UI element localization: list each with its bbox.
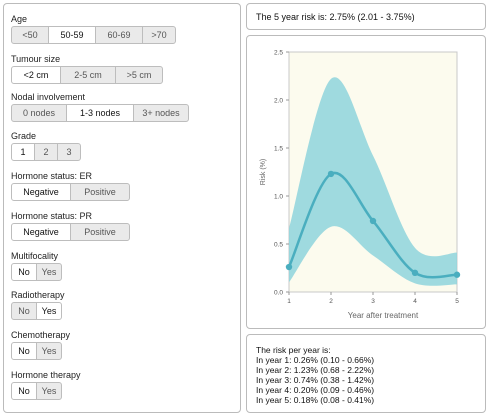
y-tick-label: 2.0	[274, 98, 283, 105]
risk-year-4-text: In year 4: 0.20% (0.09 - 0.46%)	[256, 385, 375, 395]
hormone-therapy-button-group: No Yes	[11, 382, 62, 400]
y-tick-label: 1.0	[274, 194, 283, 201]
risk-year-5-text: In year 5: 0.18% (0.08 - 0.41%)	[256, 395, 375, 405]
nodal-button-group: 0 nodes 1-3 nodes 3+ nodes	[11, 104, 189, 122]
x-tick-label: 1	[287, 298, 291, 305]
risk-year-3-text: In year 3: 0.74% (0.38 - 1.42%)	[256, 375, 375, 385]
grade-option-2[interactable]: 2	[34, 143, 58, 161]
age-option-50-59[interactable]: 50-59	[48, 26, 96, 44]
pr-button-group: Negative Positive	[11, 223, 130, 241]
five-year-risk-panel: The 5 year risk is: 2.75% (2.01 - 3.75%)	[246, 3, 486, 30]
risk-year-2-text: In year 2: 1.23% (0.68 - 2.22%)	[256, 365, 375, 375]
hormone-therapy-option-yes[interactable]: Yes	[36, 382, 62, 400]
multifocality-label: Multifocality	[11, 251, 59, 261]
nodal-option-0-nodes[interactable]: 0 nodes	[11, 104, 67, 122]
risk-per-year-panel: The risk per year is: In year 1: 0.26% (…	[246, 334, 486, 413]
radiotherapy-label: Radiotherapy	[11, 290, 65, 300]
risk-input-panel: Age <50 50-59 60-69 >70 Tumour size <2 cm 2-5 c…	[3, 3, 241, 413]
radiotherapy-button-group: No Yes	[11, 302, 62, 320]
grade-label: Grade	[11, 131, 37, 141]
data-point-year-1	[285, 263, 293, 271]
tumour-size-option-gt-5-cm[interactable]: >5 cm	[115, 66, 163, 84]
y-tick-label: 0.0	[274, 290, 283, 297]
pr-option-positive[interactable]: Positive	[70, 223, 130, 241]
x-tick-label: 3	[371, 298, 375, 305]
data-point-year-3	[369, 217, 377, 225]
x-tick-label: 2	[329, 298, 333, 305]
multifocality-option-yes[interactable]: Yes	[36, 263, 62, 281]
tumour-size-option-lt-2-cm[interactable]: <2 cm	[11, 66, 61, 84]
chemotherapy-option-no[interactable]: No	[11, 342, 37, 360]
age-option-lt-50[interactable]: <50	[11, 26, 49, 44]
risk-line	[287, 171, 458, 279]
er-option-negative[interactable]: Negative	[11, 183, 71, 201]
grade-option-1[interactable]: 1	[11, 143, 35, 161]
pr-option-negative[interactable]: Negative	[11, 223, 71, 241]
pr-label: Hormone status: PR	[11, 211, 93, 221]
radiotherapy-option-yes[interactable]: Yes	[36, 302, 62, 320]
age-option-60-69[interactable]: 60-69	[95, 26, 143, 44]
hormone-therapy-option-no[interactable]: No	[11, 382, 37, 400]
y-axis-label: Risk (%)	[260, 159, 267, 185]
er-label: Hormone status: ER	[11, 171, 93, 181]
nodal-option-1-3-nodes[interactable]: 1-3 nodes	[66, 104, 134, 122]
data-point-year-4	[411, 269, 419, 276]
risk-per-year-heading: The risk per year is:	[256, 345, 331, 355]
age-button-group: <50 50-59 60-69 >70	[11, 26, 176, 44]
hormone-therapy-label: Hormone therapy	[11, 370, 81, 380]
chemotherapy-label: Chemotherapy	[11, 330, 71, 340]
er-option-positive[interactable]: Positive	[70, 183, 130, 201]
x-tick-label: 4	[413, 298, 417, 305]
five-year-risk-text: The 5 year risk is: 2.75% (2.01 - 3.75%)	[256, 12, 415, 22]
x-tick-label: 5	[455, 298, 459, 305]
multifocality-button-group: No Yes	[11, 263, 62, 281]
age-label: Age	[11, 14, 28, 24]
radiotherapy-option-no[interactable]: No	[11, 302, 37, 320]
tumour-size-button-group: <2 cm 2-5 cm >5 cm	[11, 66, 163, 84]
tumour-size-label: Tumour size	[11, 54, 61, 64]
tumour-size-option-2-5-cm[interactable]: 2-5 cm	[60, 66, 116, 84]
y-tick-label: 2.5	[274, 50, 283, 57]
x-axis-label: Year after treatment	[348, 311, 419, 320]
chart-panel: 0.0 0.5 1.0 1.5 2.0 2.5 1 2 3 4 5 Year after treatm…	[246, 35, 486, 329]
risk-year-1-text: In year 1: 0.26% (0.10 - 0.66%)	[256, 355, 375, 365]
chemotherapy-button-group: No Yes	[11, 342, 62, 360]
confidence-band	[289, 77, 457, 286]
chemotherapy-option-yes[interactable]: Yes	[36, 342, 62, 360]
grade-option-3[interactable]: 3	[57, 143, 81, 161]
age-option-gt-70[interactable]: >70	[142, 26, 176, 44]
data-point-year-5	[453, 271, 461, 278]
er-button-group: Negative Positive	[11, 183, 130, 201]
multifocality-option-no[interactable]: No	[11, 263, 37, 281]
nodal-label: Nodal involvement	[11, 92, 86, 102]
risk-chart: 0.0 0.5 1.0 1.5 2.0 2.5 1 2 3 4 5 Year after treatm…	[260, 50, 461, 320]
y-tick-label: 0.5	[274, 242, 283, 249]
data-point-year-2	[327, 170, 335, 178]
nodal-option-3plus-nodes[interactable]: 3+ nodes	[133, 104, 189, 122]
y-tick-label: 1.5	[274, 146, 283, 153]
